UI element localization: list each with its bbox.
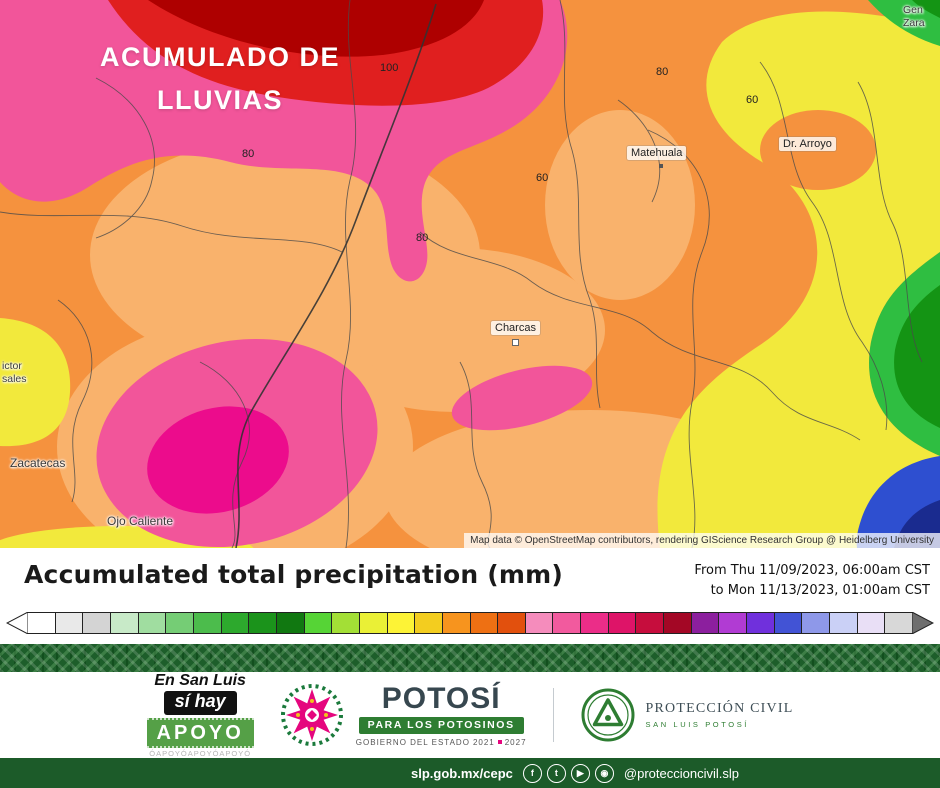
proteccion-civil-name: PROTECCIÓN CIVIL bbox=[645, 701, 794, 716]
colorbar-cell bbox=[719, 613, 748, 633]
youtube-icon: ▶ bbox=[570, 763, 590, 783]
colorbar-cell bbox=[636, 613, 665, 633]
legend-dates: From Thu 11/09/2023, 06:00am CST to Mon … bbox=[694, 560, 930, 600]
colorbar-cell bbox=[138, 613, 167, 633]
colorbar-cell bbox=[110, 613, 139, 633]
map-label-victor-rosales: ictor sales bbox=[2, 360, 27, 386]
legend-date-to: to Mon 11/13/2023, 01:00am CST bbox=[710, 582, 930, 598]
map-title-line2: LLUVIAS bbox=[156, 85, 283, 116]
contour-label-100: 100 bbox=[380, 62, 399, 74]
colorbar-cell bbox=[470, 613, 499, 633]
colorbar-cell bbox=[885, 613, 912, 633]
potosi-gobierno: GOBIERNO DEL ESTADO 2021 2027 bbox=[356, 738, 527, 747]
colorbar-cell bbox=[498, 613, 526, 633]
year-from: 2021 bbox=[472, 737, 495, 747]
colorbar-cell bbox=[691, 613, 720, 633]
map-attribution: Map data © OpenStreetMap contributors, r… bbox=[464, 533, 940, 548]
colorbar-cell bbox=[802, 613, 831, 633]
colorbar-cell bbox=[747, 613, 775, 633]
colorbar-cell bbox=[387, 613, 416, 633]
colorbar-cells bbox=[28, 612, 912, 634]
social-icons: f t ▶ ◉ bbox=[522, 763, 614, 783]
colorbar-cell bbox=[28, 613, 56, 633]
colorbar-cell bbox=[415, 613, 443, 633]
contour-label-60b: 60 bbox=[746, 94, 759, 106]
potosi-tagline: PARA LOS POTOSINOS bbox=[358, 716, 524, 734]
colorbar-cell bbox=[55, 613, 84, 633]
contour-label-60a: 60 bbox=[536, 172, 549, 184]
proteccion-civil-icon bbox=[581, 688, 635, 742]
map-label-gen-zaragoza: Gen Zara bbox=[903, 4, 925, 30]
proteccion-civil-logo: PROTECCIÓN CIVIL SAN LUIS POTOSÍ bbox=[580, 687, 794, 743]
legend-date-from: From Thu 11/09/2023, 06:00am CST bbox=[694, 563, 930, 578]
map-label-dr-arroyo: Dr. Arroyo bbox=[779, 137, 836, 151]
charcas-marker bbox=[512, 339, 519, 346]
map-title-line1: ACUMULADO DE bbox=[100, 42, 340, 72]
colorbar-cell bbox=[774, 613, 803, 633]
year-separator bbox=[497, 740, 502, 744]
legend-section: Accumulated total precipitation (mm) Fro… bbox=[0, 548, 940, 644]
potosi-logo: POTOSÍ PARA LOS POTOSINOS GOBIERNO DEL E… bbox=[280, 683, 527, 747]
colorbar-cell bbox=[442, 613, 471, 633]
color-scale bbox=[6, 612, 934, 634]
map-title: ACUMULADO DE LLUVIAS bbox=[70, 36, 370, 122]
year-to: 2027 bbox=[504, 737, 527, 747]
contour-label-80b: 80 bbox=[416, 232, 429, 244]
map-label-matehuala: Matehuala bbox=[627, 146, 687, 160]
colorbar-cell bbox=[664, 613, 692, 633]
facebook-icon: f bbox=[522, 763, 542, 783]
potosi-wordmark: POTOSÍ bbox=[381, 681, 501, 715]
colorbar-cell bbox=[276, 613, 305, 633]
colorbar-cell bbox=[525, 613, 554, 633]
apoyo-line2: sí hay bbox=[163, 691, 237, 716]
colorbar-cell bbox=[857, 613, 886, 633]
instagram-icon: ◉ bbox=[594, 763, 614, 783]
footer-logos: En San Luis sí hay APOYO ÓAPOYÓAPOYÓAPOY… bbox=[0, 672, 940, 758]
colorbar-cell bbox=[193, 613, 222, 633]
colorbar-cell bbox=[359, 613, 388, 633]
website-url: slp.gob.mx/cepc bbox=[411, 765, 513, 781]
footer-divider bbox=[552, 688, 554, 742]
colorbar-cell bbox=[166, 613, 194, 633]
colorbar-cell bbox=[830, 613, 858, 633]
matehuala-marker bbox=[659, 164, 663, 168]
colorbar-cell bbox=[249, 613, 277, 633]
contour-label-80c: 80 bbox=[656, 66, 669, 78]
gobierno-text: GOBIERNO DEL ESTADO bbox=[355, 737, 470, 747]
contour-label-80a: 80 bbox=[242, 148, 255, 160]
map-image bbox=[0, 0, 940, 548]
scale-right-arrow-icon bbox=[912, 612, 934, 634]
colorbar-cell bbox=[221, 613, 250, 633]
bottom-bar: slp.gob.mx/cepc f t ▶ ◉ @proteccioncivil… bbox=[0, 758, 940, 788]
apoyo-watermark: ÓAPOYÓAPOYÓAPOYÓ bbox=[149, 749, 252, 759]
colorbar-cell bbox=[304, 613, 333, 633]
twitter-icon: t bbox=[546, 763, 566, 783]
potosi-medallion-icon bbox=[280, 684, 343, 746]
decorative-pattern-band bbox=[0, 644, 940, 672]
apoyo-line3: APOYO bbox=[146, 718, 254, 749]
proteccion-civil-subtitle: SAN LUIS POTOSÍ bbox=[645, 720, 749, 729]
scale-left-arrow-icon bbox=[6, 612, 28, 634]
legend-title: Accumulated total precipitation (mm) bbox=[24, 560, 563, 589]
victor-line1: ictor bbox=[2, 360, 22, 372]
apoyo-logo: En San Luis sí hay APOYO ÓAPOYÓAPOYÓAPOY… bbox=[146, 671, 254, 759]
gen-line2: Zara bbox=[903, 17, 925, 30]
gen-line1: Gen bbox=[903, 4, 923, 16]
precipitation-map: ACUMULADO DE LLUVIAS 100 80 80 60 80 60 … bbox=[0, 0, 940, 548]
colorbar-cell bbox=[608, 613, 637, 633]
victor-line2: sales bbox=[2, 373, 27, 386]
colorbar-cell bbox=[581, 613, 609, 633]
map-label-zacatecas: Zacatecas bbox=[10, 456, 66, 470]
apoyo-line1: En San Luis bbox=[154, 671, 246, 689]
colorbar-cell bbox=[83, 613, 111, 633]
colorbar-cell bbox=[332, 613, 360, 633]
colorbar-cell bbox=[553, 613, 582, 633]
map-label-charcas: Charcas bbox=[491, 321, 540, 335]
social-handle: @proteccioncivil.slp bbox=[623, 765, 739, 781]
map-label-ojo-caliente: Ojo Caliente bbox=[107, 514, 174, 528]
